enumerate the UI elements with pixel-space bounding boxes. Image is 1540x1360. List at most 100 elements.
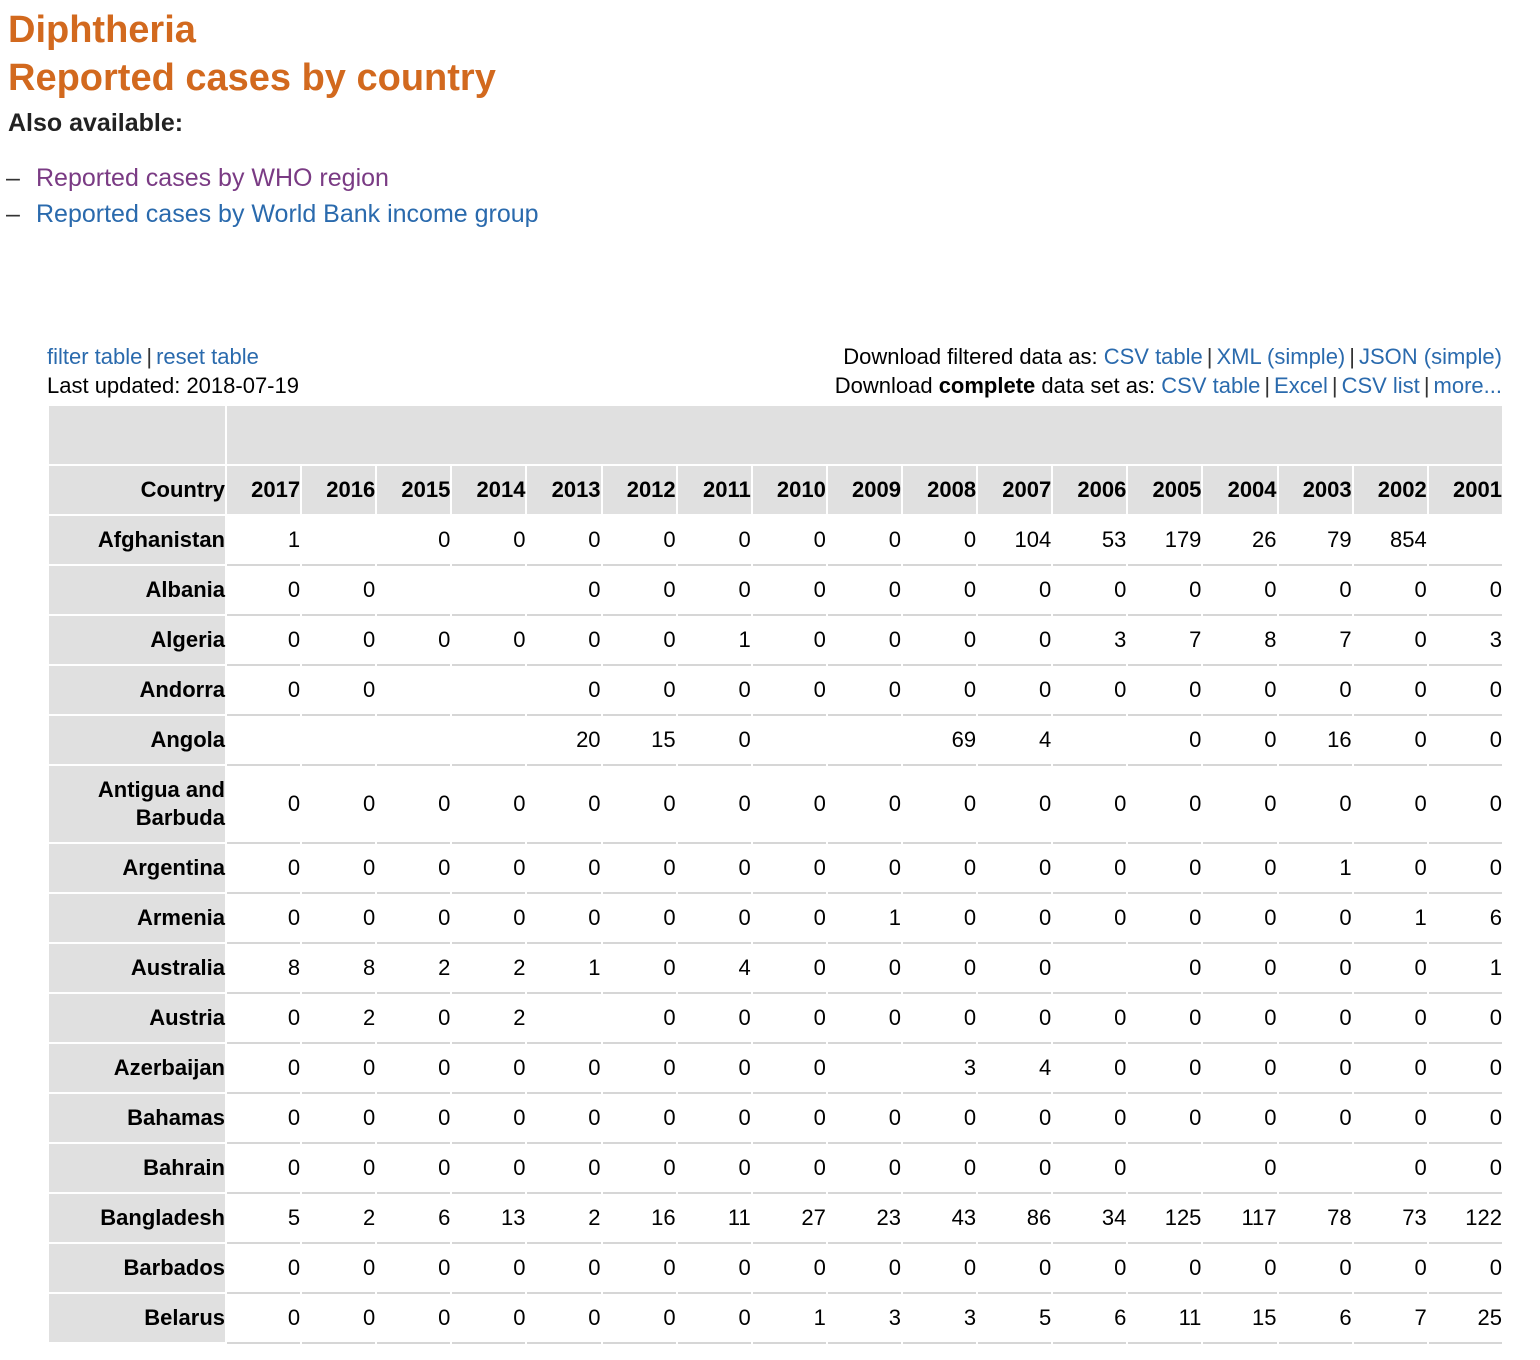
download-filtered-csv-link[interactable]: CSV table — [1103, 344, 1203, 369]
table-cell: 25 — [1428, 1294, 1502, 1344]
table-cell: 0 — [827, 1144, 901, 1194]
table-cell: 0 — [1278, 566, 1352, 616]
table-cell: 0 — [978, 566, 1052, 616]
table-cell: 0 — [1278, 994, 1352, 1044]
table-cell: 0 — [227, 566, 301, 616]
column-header-year[interactable]: 2015 — [377, 466, 451, 516]
table-cell: 2 — [452, 994, 526, 1044]
table-cell: 0 — [302, 566, 376, 616]
table-cell: 0 — [227, 1144, 301, 1194]
table-cell: 11 — [677, 1194, 751, 1244]
download-complete-csv-list-link[interactable]: CSV list — [1341, 373, 1420, 398]
table-cell: 0 — [452, 1044, 526, 1094]
table-cell: 0 — [227, 1244, 301, 1294]
table-row: Azerbaijan 0 0 0 0 0 0 0 0 3 4 0 0 0 0 0 0 — [49, 1044, 1502, 1094]
download-filtered-json-link[interactable]: JSON (simple) — [1358, 344, 1502, 369]
table-cell: 0 — [1353, 1094, 1427, 1144]
table-cell: 0 — [302, 666, 376, 716]
table-cell: 122 — [1428, 1194, 1502, 1244]
link-who-region[interactable]: Reported cases by WHO region — [36, 164, 389, 192]
table-cell: 0 — [302, 1094, 376, 1144]
table-cell — [377, 666, 451, 716]
table-cell — [752, 716, 826, 766]
table-cell: 0 — [1128, 1244, 1202, 1294]
table-cell: 0 — [677, 1244, 751, 1294]
table-cell: 0 — [1203, 844, 1277, 894]
table-cell: 0 — [677, 716, 751, 766]
table-cell: 0 — [752, 1244, 826, 1294]
column-header-year[interactable]: 2012 — [602, 466, 676, 516]
column-header-year[interactable]: 2009 — [827, 466, 901, 516]
table-cell: 0 — [452, 1094, 526, 1144]
column-header-year[interactable]: 2011 — [677, 466, 751, 516]
column-header-year[interactable]: 2013 — [527, 466, 601, 516]
column-header-year[interactable]: 2002 — [1353, 466, 1427, 516]
column-header-year[interactable]: 2014 — [452, 466, 526, 516]
table-cell: 0 — [527, 894, 601, 944]
table-cell: 0 — [377, 1294, 451, 1344]
column-header-year[interactable]: 2008 — [902, 466, 977, 516]
column-header-year[interactable]: 2010 — [752, 466, 826, 516]
column-header-year[interactable]: 2007 — [978, 466, 1052, 516]
download-complete-row: Download complete data set as: CSV table… — [835, 371, 1502, 400]
table-cell: 0 — [227, 1044, 301, 1094]
download-complete-excel-link[interactable]: Excel — [1274, 373, 1328, 398]
table-cell: 0 — [527, 1294, 601, 1344]
table-cell: 2 — [527, 1194, 601, 1244]
column-header-year[interactable]: 2006 — [1053, 466, 1127, 516]
table-cell: 0 — [602, 566, 676, 616]
table-cell: 0 — [902, 666, 977, 716]
table-cell: 0 — [827, 1244, 901, 1294]
filter-table-link[interactable]: filter table — [47, 344, 143, 369]
separator: | — [1264, 373, 1271, 398]
column-header-year[interactable]: 2016 — [302, 466, 376, 516]
separator: | — [1206, 344, 1213, 369]
table-cell: 0 — [527, 1144, 601, 1194]
table-cell: 3 — [1428, 616, 1502, 666]
table-cell: 0 — [302, 616, 376, 666]
table-cell: 0 — [302, 844, 376, 894]
table-row: Afghanistan 1 0 0 0 0 0 0 0 0 104 53 179 26 79 854 — [49, 516, 1502, 566]
column-header-year[interactable]: 2001 — [1428, 466, 1502, 516]
row-country-name: Australia — [49, 944, 225, 994]
table-cell: 0 — [1053, 894, 1127, 944]
table-cell: 0 — [752, 894, 826, 944]
table-cell: 0 — [1278, 944, 1352, 994]
table-cell: 11 — [1128, 1294, 1202, 1344]
table-cell: 0 — [302, 1244, 376, 1294]
table-cell: 0 — [1053, 766, 1127, 844]
table-cell: 0 — [1353, 994, 1427, 1044]
table-row: Belarus 0 0 0 0 0 0 0 1 3 3 5 6 11 15 6 7 25 — [49, 1294, 1502, 1344]
download-filtered-xml-link[interactable]: XML (simple) — [1216, 344, 1346, 369]
column-header-year[interactable]: 2005 — [1128, 466, 1202, 516]
table-cell: 69 — [902, 716, 977, 766]
table-cell: 7 — [1278, 616, 1352, 666]
table-cell: 0 — [1203, 1044, 1277, 1094]
table-cell: 2 — [377, 944, 451, 994]
download-complete-prefix: Download — [834, 373, 939, 398]
table-cell: 0 — [1278, 666, 1352, 716]
reset-table-link[interactable]: reset table — [156, 344, 259, 369]
column-header-year[interactable]: 2017 — [227, 466, 301, 516]
table-cell: 0 — [677, 994, 751, 1044]
download-complete-csv-link[interactable]: CSV table — [1161, 373, 1261, 398]
table-toolbar-left: filter table | reset table Last updated: 2… — [47, 342, 299, 400]
table-cell: 16 — [602, 1194, 676, 1244]
column-header-year[interactable]: 2004 — [1203, 466, 1277, 516]
table-cell: 0 — [902, 944, 977, 994]
download-complete-more-link[interactable]: more... — [1433, 373, 1502, 398]
link-world-bank-income[interactable]: Reported cases by World Bank income grou… — [36, 200, 539, 228]
table-cell: 0 — [827, 766, 901, 844]
table-cell: 0 — [602, 616, 676, 666]
table-row: Bangladesh 5 2 6 13 2 16 11 27 23 43 86 34 125 117 78 73… — [49, 1194, 1502, 1244]
table-cell: 0 — [302, 894, 376, 944]
download-complete-bold: complete — [938, 373, 1036, 398]
table-cell: 0 — [677, 1144, 751, 1194]
table-row: Bahamas 0 0 0 0 0 0 0 0 0 0 0 0 0 0 0 0 0 — [49, 1094, 1502, 1144]
table-cell: 0 — [1428, 994, 1502, 1044]
column-header-country[interactable]: Country — [49, 466, 225, 516]
related-link-item: – Reported cases by World Bank income gro… — [6, 196, 539, 232]
table-cell: 0 — [752, 566, 826, 616]
column-header-year[interactable]: 2003 — [1278, 466, 1352, 516]
table-cell: 13 — [452, 1194, 526, 1244]
